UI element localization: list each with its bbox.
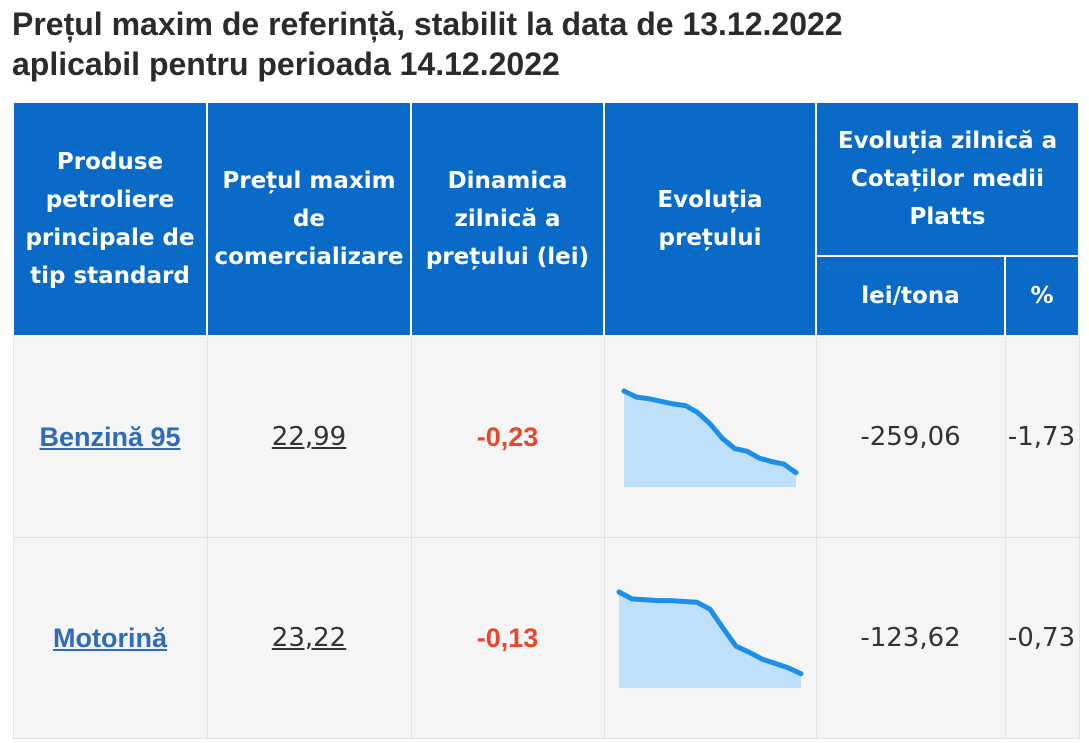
daily-change-value: -0,13	[476, 622, 539, 653]
header-platts-percent: %	[1004, 255, 1080, 337]
product-cell: Benzină 95	[12, 335, 208, 538]
sparkline-area	[619, 592, 801, 688]
platts-lei-tona-cell: -123,62	[815, 537, 1006, 739]
page-title-line-2: aplicabil pentru perioada 14.12.2022	[12, 46, 560, 82]
price-evolution-cell	[603, 537, 817, 739]
price-sparkline	[616, 589, 804, 688]
max-price-link[interactable]: 22,99	[271, 422, 347, 452]
table-row: Benzină 95 22,99 -0,23 -259,06 -1,73	[12, 335, 1080, 538]
platts-lei-tona-cell: -259,06	[815, 335, 1006, 538]
daily-change-value: -0,23	[476, 421, 539, 452]
price-evolution-cell	[603, 335, 817, 538]
sparkline-line	[616, 589, 804, 677]
platts-percent-cell: -1,73	[1004, 335, 1080, 538]
platts-percent-value: -0,73	[1007, 623, 1076, 653]
platts-lei-tona-value: -123,62	[860, 623, 961, 653]
header-platts-lei-tona: lei/tona	[815, 255, 1006, 337]
page-title: Prețul maxim de referință, stabilit la d…	[12, 4, 1072, 84]
sparkline-area	[624, 391, 796, 487]
header-daily-dynamics: Dinamica zilnică a prețului (lei)	[410, 101, 605, 337]
header-max-price: Prețul maxim de comercializare	[206, 101, 412, 337]
max-price-link[interactable]: 23,22	[271, 623, 347, 653]
page-title-line-1: Prețul maxim de referință, stabilit la d…	[12, 6, 843, 42]
product-cell: Motorină	[12, 537, 208, 739]
sparkline-line	[621, 388, 799, 476]
header-price-evolution: Evoluția prețului	[603, 101, 817, 337]
header-product: Produse petroliere principale de tip sta…	[12, 101, 208, 337]
max-price-cell: 22,99	[206, 335, 412, 538]
platts-lei-tona-value: -259,06	[860, 422, 961, 452]
price-table: Produse petroliere principale de tip sta…	[12, 101, 1080, 739]
platts-percent-value: -1,73	[1007, 422, 1076, 452]
platts-percent-cell: -0,73	[1004, 537, 1080, 739]
product-link-benzina-95[interactable]: Benzină 95	[39, 421, 181, 452]
daily-change-cell: -0,23	[410, 335, 605, 538]
daily-change-cell: -0,13	[410, 537, 605, 739]
product-link-motorina[interactable]: Motorină	[53, 622, 167, 653]
table-row: Motorină 23,22 -0,13 -123,62 -0,73	[12, 537, 1080, 739]
price-sparkline	[621, 388, 799, 487]
max-price-cell: 23,22	[206, 537, 412, 739]
header-platts: Evoluția zilnică a Cotaților medii Platt…	[815, 101, 1080, 257]
